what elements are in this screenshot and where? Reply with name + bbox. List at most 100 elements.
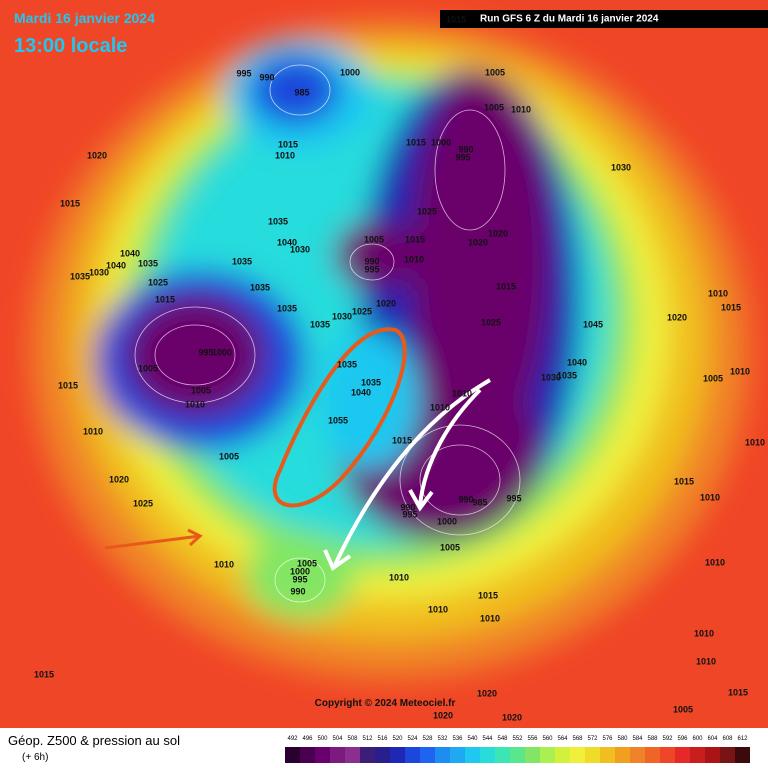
scale-swatch xyxy=(735,747,750,763)
scale-label: 564 xyxy=(557,736,568,742)
isobar-label: 1040 xyxy=(106,260,126,270)
scale-swatch xyxy=(645,747,660,763)
scale-swatch xyxy=(585,747,600,763)
isobar-label: 1025 xyxy=(417,206,437,216)
isobar-label: 995 xyxy=(292,574,307,584)
isobar-label: 1015 xyxy=(728,687,748,697)
isobar-label: 1035 xyxy=(138,258,158,268)
scale-label: 604 xyxy=(707,736,718,742)
scale-label: 516 xyxy=(377,736,388,742)
isobar-label: 1035 xyxy=(70,271,90,281)
isobar-label: 990 xyxy=(400,502,415,512)
isobar-label: 1010 xyxy=(214,559,234,569)
scale-label: 500 xyxy=(317,736,328,742)
isobar-label: 1000 xyxy=(431,137,451,147)
isobar-label: 1015 xyxy=(278,139,298,149)
scale-swatch xyxy=(300,747,315,763)
scale-label: 532 xyxy=(437,736,448,742)
scale-label: 496 xyxy=(302,736,313,742)
scale-swatch xyxy=(660,747,675,763)
isobar-label: 1010 xyxy=(275,150,295,160)
scale-label: 608 xyxy=(722,736,733,742)
isobar-label: 1010 xyxy=(430,402,450,412)
isobar-label: 1015 xyxy=(60,198,80,208)
isobar-label: 995 xyxy=(402,509,417,519)
isobar-label: 1010 xyxy=(700,492,720,502)
scale-label: 592 xyxy=(662,736,673,742)
copyright: Copyright © 2024 Meteociel.fr xyxy=(315,698,456,709)
isobar-label: 1025 xyxy=(148,277,168,287)
isobar-label: 1010 xyxy=(730,366,750,376)
date: Mardi 16 janvier 2024 xyxy=(14,10,155,26)
scale-label: 584 xyxy=(632,736,643,742)
isobar-label: 1000 xyxy=(437,516,457,526)
isobar-label: 1015 xyxy=(34,669,54,679)
scale-label: 536 xyxy=(452,736,463,742)
scale-swatch xyxy=(330,747,345,763)
scale-swatch xyxy=(555,747,570,763)
isobar-label: 1025 xyxy=(481,317,501,327)
scale-swatch xyxy=(525,747,540,763)
scale-swatch xyxy=(705,747,720,763)
scale-swatch xyxy=(285,747,300,763)
isobar-label: 1010 xyxy=(389,572,409,582)
isobar-label: 1030 xyxy=(541,372,561,382)
isobar-label: 1055 xyxy=(328,415,348,425)
scale-label: 560 xyxy=(542,736,553,742)
isobar-label: 1010 xyxy=(480,613,500,623)
scale-swatch xyxy=(450,747,465,763)
scale-swatch xyxy=(615,747,630,763)
scale-label: 528 xyxy=(422,736,433,742)
isobar-label: 1005 xyxy=(191,385,211,395)
isobars xyxy=(134,64,521,603)
isobar-label: 1035 xyxy=(232,256,252,266)
isobar-label: 995 xyxy=(364,264,379,274)
isobar-label: 990 xyxy=(290,586,305,596)
isobar-label: 1020 xyxy=(433,710,453,720)
isobar-label: 1015 xyxy=(392,435,412,445)
isobar-label: 995 xyxy=(236,68,251,78)
isobar-label: 995 xyxy=(506,493,521,503)
isobar-label: 1010 xyxy=(705,557,725,567)
scale-swatch xyxy=(600,747,615,763)
scale-label: 572 xyxy=(587,736,598,742)
isobar-label: 995 xyxy=(198,347,213,357)
isobar-label: 1030 xyxy=(332,311,352,321)
isobar-label: 1030 xyxy=(89,267,109,277)
isobar-label: 1025 xyxy=(133,498,153,508)
isobar-label: 1010 xyxy=(694,628,714,638)
scale-swatch xyxy=(675,747,690,763)
isobar-label: 1010 xyxy=(696,656,716,666)
isobar-label: 1010 xyxy=(428,604,448,614)
isobar-label: 1030 xyxy=(611,162,631,172)
isobar-label: 1005 xyxy=(484,102,504,112)
isobar-label: 1035 xyxy=(268,216,288,226)
isobar-label: 1005 xyxy=(485,67,505,77)
scale-label: 576 xyxy=(602,736,613,742)
scale-swatch xyxy=(315,747,330,763)
isobar-label: 985 xyxy=(294,87,309,97)
scale-swatch xyxy=(720,747,735,763)
isobar-label: 1020 xyxy=(488,228,508,238)
isobar-label: 1035 xyxy=(337,359,357,369)
scale-label: 548 xyxy=(497,736,508,742)
scale-label: 556 xyxy=(527,736,538,742)
scale-swatch xyxy=(435,747,450,763)
isobar-label: 1015 xyxy=(58,380,78,390)
isobar-label: 990 xyxy=(458,494,473,504)
isobar-label: 990 xyxy=(458,144,473,154)
scale-swatch xyxy=(420,747,435,763)
field xyxy=(0,0,768,728)
isobar-label: 1010 xyxy=(83,426,103,436)
run-bar xyxy=(440,10,768,28)
isobar-label: 985 xyxy=(472,497,487,507)
scale-label: 612 xyxy=(737,736,748,742)
isobar-label: 1000 xyxy=(290,566,310,576)
time: 13:00 locale xyxy=(14,35,127,57)
isobar-label: 1005 xyxy=(297,558,317,568)
scale-label: 588 xyxy=(647,736,658,742)
isobar-label: 990 xyxy=(364,256,379,266)
scale-swatch xyxy=(375,747,390,763)
isobar-label: 1020 xyxy=(109,474,129,484)
